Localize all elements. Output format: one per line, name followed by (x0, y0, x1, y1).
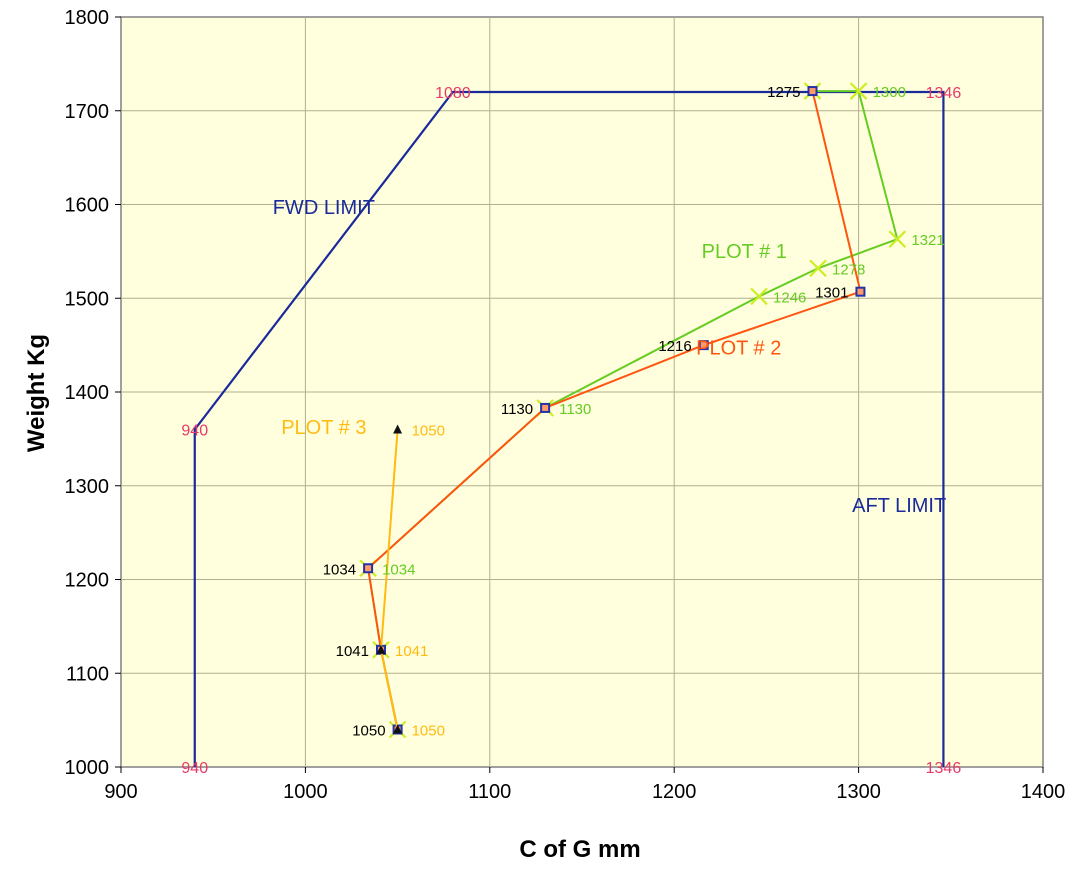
series-layer (359, 82, 907, 739)
envelope-vertex-label: 940 (181, 760, 208, 777)
series-point-triangle (393, 424, 403, 434)
y-tick-label: 1200 (65, 570, 110, 592)
point-label: 1300 (873, 84, 906, 101)
point-label: 1321 (911, 232, 944, 249)
x-tick-label: 1300 (836, 781, 881, 803)
series-point-x (849, 82, 868, 100)
x-tick-label: 900 (104, 781, 137, 803)
y-tick-label: 1000 (65, 757, 110, 779)
envelope-vertex-label: 1346 (926, 760, 962, 777)
marker-stroke (849, 82, 868, 100)
grid-layer (121, 17, 1043, 767)
point-label: 1246 (773, 289, 806, 306)
point-label: 1050 (412, 423, 445, 440)
series-point-triangle (393, 724, 403, 734)
point-label: 1050 (412, 723, 445, 740)
envelope-layer (193, 90, 945, 767)
y-tick-label: 1600 (65, 195, 110, 217)
series-point-square (855, 286, 866, 297)
series-point-square (540, 402, 551, 413)
marker-stroke (888, 230, 907, 248)
series-point-square (807, 86, 818, 97)
marker-stroke (750, 287, 768, 306)
point-label: 1041 (336, 643, 369, 660)
point-label: 1275 (767, 84, 800, 101)
series-name-label: PLOT # 2 (696, 338, 781, 360)
point-label: 1216 (658, 338, 691, 355)
x-tick-label: 1100 (468, 781, 511, 803)
envelope-vertex-label: 940 (181, 423, 208, 440)
y-tick-label: 1400 (65, 382, 110, 404)
point-label: 1034 (382, 561, 415, 578)
point-label: 1034 (323, 561, 356, 578)
x-tick-label: 1400 (1021, 781, 1066, 803)
marker-stroke (809, 259, 827, 278)
point-label: 1130 (501, 401, 533, 418)
y-tick-label: 1100 (66, 663, 109, 685)
limit-label: FWD LIMIT (273, 197, 375, 219)
point-label: 1301 (815, 285, 848, 302)
y-tick-label: 1700 (65, 101, 110, 123)
envelope-line (193, 90, 945, 767)
x-tick-label: 1000 (283, 781, 328, 803)
x-tick-label: 1200 (652, 781, 697, 803)
series-name-label: PLOT # 3 (281, 417, 366, 439)
point-label: 1041 (395, 643, 428, 660)
series-point-x (750, 287, 768, 306)
series-point-x (888, 230, 907, 248)
limit-label: AFT LIMIT (852, 495, 946, 517)
y-tick-label: 1800 (65, 7, 110, 29)
point-label: 1278 (832, 261, 865, 278)
series-name-label: PLOT # 1 (702, 241, 787, 263)
y-tick-label: 1300 (65, 476, 110, 498)
point-label: 1130 (559, 401, 591, 418)
series-point-x (809, 259, 827, 278)
series-point-square (698, 340, 709, 351)
x-axis-title: C of G mm (519, 836, 640, 863)
y-axis-title: Weight Kg (23, 334, 50, 452)
label-layer: 940 940 1080 1346 1346 FWD LIMIT AFT LIMIT 1130… (181, 84, 961, 777)
series-point-triangle (376, 644, 386, 654)
series-point-square (363, 563, 374, 574)
envelope-vertex-label: 1346 (926, 85, 962, 102)
y-tick-label: 1500 (65, 288, 110, 310)
point-label: 1050 (352, 723, 385, 740)
envelope-vertex-label: 1080 (435, 85, 471, 102)
